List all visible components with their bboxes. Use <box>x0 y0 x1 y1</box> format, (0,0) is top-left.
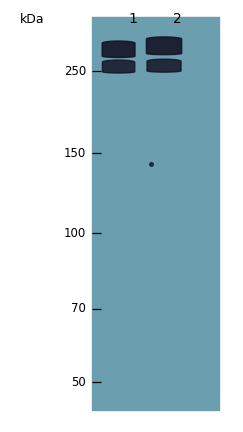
Polygon shape <box>103 60 135 73</box>
Text: 250: 250 <box>64 65 86 78</box>
Text: 2: 2 <box>173 13 182 26</box>
Text: kDa: kDa <box>19 13 44 26</box>
Text: 100: 100 <box>64 227 86 240</box>
Text: 70: 70 <box>71 302 86 315</box>
Text: 50: 50 <box>71 376 86 389</box>
Text: 1: 1 <box>128 13 137 26</box>
Bar <box>92 17 219 410</box>
Polygon shape <box>102 41 135 57</box>
Polygon shape <box>147 59 181 72</box>
Text: 150: 150 <box>64 147 86 160</box>
Polygon shape <box>146 37 182 54</box>
